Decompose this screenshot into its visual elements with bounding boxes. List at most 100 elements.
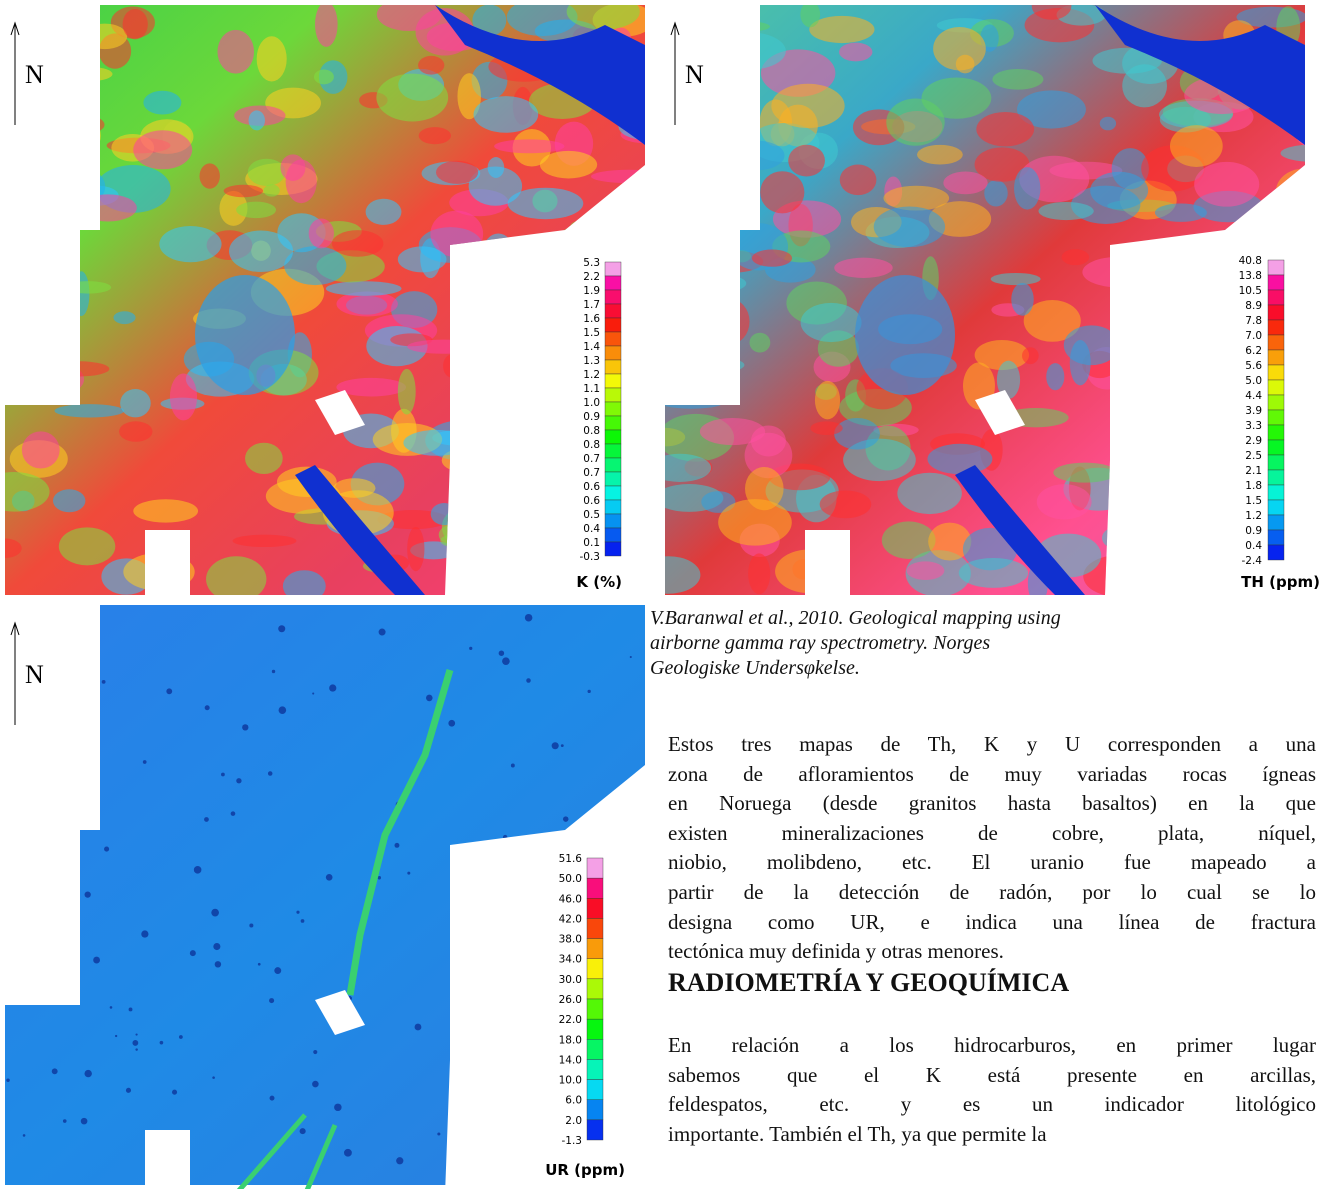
colorbar-swatch (1268, 440, 1284, 455)
colorbar-label: 0.5 (583, 509, 600, 521)
colorbar-swatch (1268, 290, 1284, 305)
colorbar-title: UR (ppm) (545, 1161, 625, 1179)
colorbar-swatch (587, 1100, 603, 1120)
colorbar-label: 0.9 (583, 411, 600, 423)
colorbar-label: 2.9 (1245, 435, 1262, 447)
map: N (2, 605, 650, 1189)
colorbar-swatch (587, 878, 603, 898)
colorbar-label: -2.4 (1242, 555, 1263, 567)
colorbar-swatch (587, 858, 603, 878)
colorbar-swatch (587, 1019, 603, 1039)
caption: V.Baranwal et al., 2010. Geological mapp… (650, 606, 1061, 681)
colorbar-swatch (605, 318, 621, 332)
colorbar-swatch (605, 304, 621, 318)
colorbar-swatch (605, 458, 621, 472)
north-label: N (25, 60, 44, 89)
colorbar-label: 50.0 (559, 873, 582, 885)
colorbar-label: 34.0 (559, 954, 582, 966)
colorbar-label: 1.5 (583, 327, 600, 339)
colorbar-label: 0.4 (583, 523, 600, 535)
map-image (637, 0, 1325, 605)
north-label: N (25, 660, 44, 689)
colorbar-label: 2.0 (565, 1115, 582, 1127)
colorbar-swatch (587, 1120, 603, 1140)
colorbar-label: 5.0 (1245, 375, 1262, 387)
colorbar-label: 3.3 (1245, 420, 1262, 432)
text-line: designa como UR, e indica una línea de f… (668, 908, 1316, 938)
colorbar-swatch (1268, 500, 1284, 515)
text-line: en Noruega (desde granitos hasta basalto… (668, 789, 1316, 819)
colorbar-title: K (%) (576, 573, 622, 591)
colorbar-label: 1.8 (1245, 480, 1262, 492)
colorbar-label: 1.5 (1245, 495, 1262, 507)
colorbar-label: 1.4 (583, 341, 600, 353)
colorbar-swatch (1268, 350, 1284, 365)
colorbar-swatch (587, 979, 603, 999)
colorbar-swatch (605, 416, 621, 430)
colorbar-swatch (587, 898, 603, 918)
colorbar-swatch (605, 276, 621, 290)
colorbar-label: 1.0 (583, 397, 600, 409)
colorbar-swatch (587, 1059, 603, 1079)
colorbar-label: 1.3 (583, 355, 600, 367)
colorbar-label: 5.3 (583, 257, 600, 269)
colorbar-label: 0.7 (583, 467, 600, 479)
colorbar-swatch (1268, 305, 1284, 320)
colorbar-label: 14.0 (559, 1054, 582, 1066)
colorbar-label: 10.0 (559, 1075, 582, 1087)
colorbar-label: 0.8 (583, 439, 600, 451)
heading: RADIOMETRÍA Y GEOQUÍMICA (668, 968, 1069, 998)
colorbar-label: 38.0 (559, 934, 582, 946)
colorbar-label: 0.1 (583, 537, 600, 549)
colorbar-label: 2.5 (1245, 450, 1262, 462)
map: N (0, 0, 675, 603)
text-line: V.Baranwal et al., 2010. Geological mapp… (650, 606, 1061, 631)
colorbar-label: 0.6 (583, 495, 600, 507)
text-line: niobio, molibdeno, etc. El uranio fue ma… (668, 848, 1316, 878)
map-image (0, 0, 675, 603)
colorbar-swatch (605, 290, 621, 304)
colorbar-label: 1.2 (1245, 510, 1262, 522)
text-line: Estos tres mapas de Th, K y U correspond… (668, 730, 1316, 760)
colorbar-swatch (605, 360, 621, 374)
colorbar-swatch (1268, 515, 1284, 530)
text-line: En relación a los hidrocarburos, en prim… (668, 1031, 1316, 1061)
colorbar-swatch (1268, 470, 1284, 485)
colorbar-swatch (1268, 260, 1284, 275)
colorbar-label: 10.5 (1239, 285, 1262, 297)
colorbar-swatch (605, 444, 621, 458)
colorbar-label: 4.4 (1245, 390, 1262, 402)
colorbar-swatch (1268, 365, 1284, 380)
colorbar-label: 26.0 (559, 994, 582, 1006)
colorbar-swatch (587, 959, 603, 979)
colorbar-swatch (1268, 530, 1284, 545)
north-label: N (685, 60, 704, 89)
colorbar-swatch (605, 500, 621, 514)
colorbar-swatch (1268, 335, 1284, 350)
colorbar-swatch (1268, 275, 1284, 290)
colorbar-label: 13.8 (1239, 270, 1262, 282)
page: N5.32.21.91.71.61.51.41.31.21.11.00.90.8… (0, 0, 1325, 1189)
colorbar-swatch (587, 918, 603, 938)
maps: N5.32.21.91.71.61.51.41.31.21.11.00.90.8… (0, 0, 1325, 1189)
colorbar-swatch (1268, 425, 1284, 440)
text-line: sabemos que el K está presente en arcill… (668, 1061, 1316, 1091)
text-line: importante. También el Th, ya que permit… (668, 1120, 1316, 1150)
colorbar-swatch (1268, 395, 1284, 410)
colorbar-label: 1.6 (583, 313, 600, 325)
colorbar-label: 46.0 (559, 893, 582, 905)
text-line: feldespatos, etc. y es un indicador lito… (668, 1090, 1316, 1120)
colorbar-label: 8.9 (1245, 300, 1262, 312)
colorbar-swatch (605, 374, 621, 388)
colorbar-label: 7.0 (1245, 330, 1262, 342)
colorbar-swatch (605, 332, 621, 346)
colorbar-swatch (1268, 410, 1284, 425)
colorbar-label: 0.4 (1245, 540, 1262, 552)
paragraph: En relación a los hidrocarburos, en prim… (668, 1031, 1316, 1149)
colorbar-swatch (587, 1080, 603, 1100)
colorbar-swatch (1268, 380, 1284, 395)
colorbar-swatch (587, 999, 603, 1019)
colorbar-label: 18.0 (559, 1034, 582, 1046)
colorbar-swatch (605, 388, 621, 402)
colorbar-label: 2.1 (1245, 465, 1262, 477)
